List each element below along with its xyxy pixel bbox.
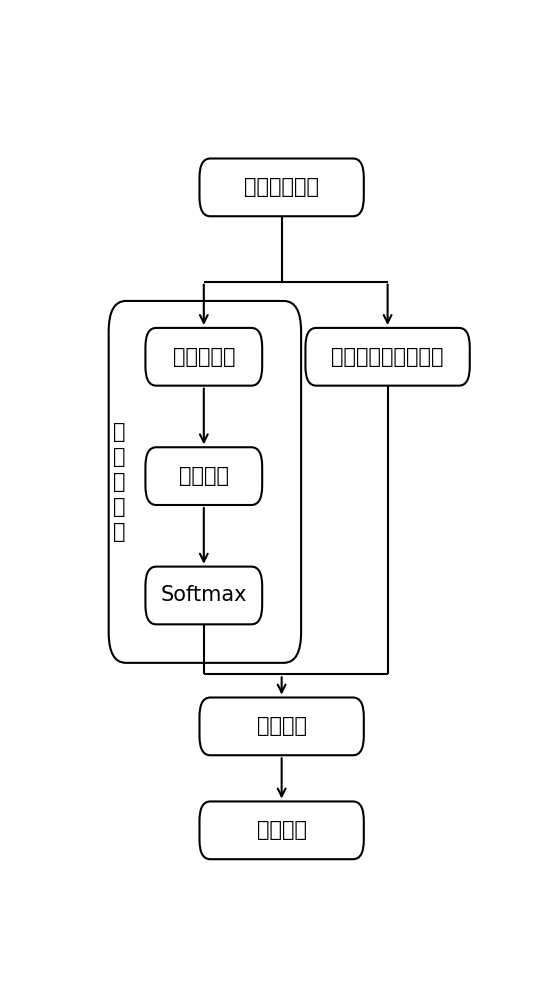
FancyBboxPatch shape xyxy=(146,567,262,624)
FancyBboxPatch shape xyxy=(305,328,470,386)
FancyBboxPatch shape xyxy=(200,698,364,755)
Text: 输入特征序列: 输入特征序列 xyxy=(244,177,319,197)
FancyBboxPatch shape xyxy=(146,328,262,386)
FancyBboxPatch shape xyxy=(200,158,364,216)
Text: 双向长短期记忆网络: 双向长短期记忆网络 xyxy=(331,347,444,367)
Text: 最大池化层: 最大池化层 xyxy=(172,347,235,367)
Text: 注
意
力
模
块: 注 意 力 模 块 xyxy=(113,422,126,542)
FancyBboxPatch shape xyxy=(109,301,301,663)
Text: 全连接层: 全连接层 xyxy=(179,466,229,486)
Text: 分类结果: 分类结果 xyxy=(257,820,307,840)
Text: 全连接层: 全连接层 xyxy=(257,716,307,736)
FancyBboxPatch shape xyxy=(146,447,262,505)
Text: Softmax: Softmax xyxy=(161,585,247,605)
FancyBboxPatch shape xyxy=(200,801,364,859)
